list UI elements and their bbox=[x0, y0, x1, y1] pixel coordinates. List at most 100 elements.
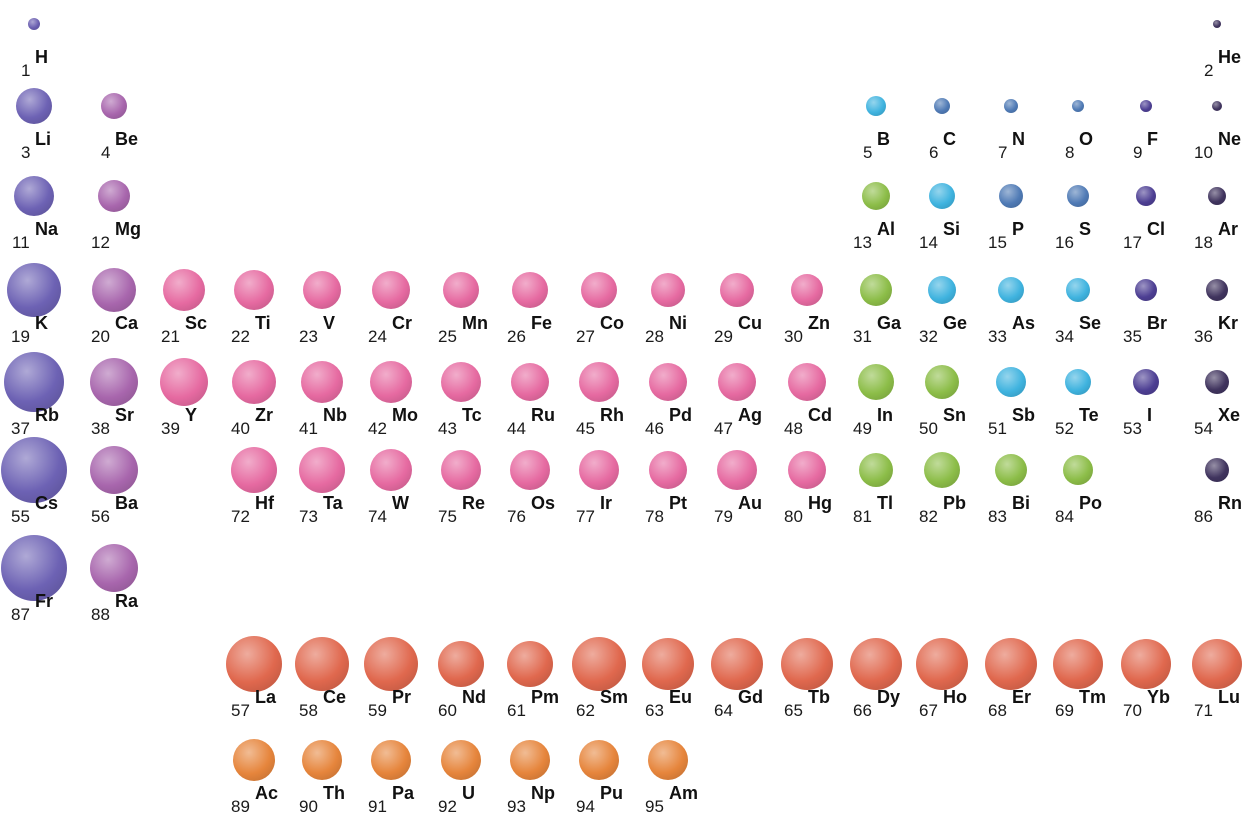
atomic-number: 81 bbox=[853, 507, 872, 526]
atom-sphere bbox=[1121, 639, 1171, 689]
atom-sphere bbox=[441, 362, 481, 402]
atom-sphere bbox=[370, 449, 412, 491]
element-symbol: K bbox=[35, 313, 48, 333]
atomic-number: 38 bbox=[91, 419, 110, 438]
element-symbol: F bbox=[1147, 129, 1158, 149]
element-symbol: Ta bbox=[323, 493, 343, 513]
element-symbol: Fr bbox=[35, 591, 53, 611]
element-symbol: Lu bbox=[1218, 687, 1240, 707]
element-symbol: Mg bbox=[115, 219, 141, 239]
element-symbol: Br bbox=[1147, 313, 1168, 333]
atom-sphere bbox=[859, 453, 893, 487]
atom-sphere bbox=[581, 272, 617, 308]
atom-sphere bbox=[985, 638, 1037, 690]
atom-sphere bbox=[1053, 639, 1103, 689]
element-symbol: Rn bbox=[1218, 493, 1242, 513]
atom-sphere bbox=[90, 358, 138, 406]
atom-sphere bbox=[924, 452, 960, 488]
element-symbol: Ti bbox=[255, 313, 271, 333]
atomic-number: 45 bbox=[576, 419, 595, 438]
element-symbol: Th bbox=[323, 783, 345, 803]
atomic-number: 28 bbox=[645, 327, 664, 346]
atomic-number: 73 bbox=[299, 507, 318, 526]
element-symbol: O bbox=[1079, 129, 1094, 149]
element-symbol: Si bbox=[943, 219, 961, 239]
element-symbol: Ra bbox=[115, 591, 139, 611]
atom-sphere bbox=[101, 93, 127, 119]
atomic-number: 29 bbox=[714, 327, 733, 346]
atomic-number: 59 bbox=[368, 701, 387, 720]
atomic-number: 32 bbox=[919, 327, 938, 346]
element-symbol: Be bbox=[115, 129, 139, 149]
element-symbol: Al bbox=[877, 219, 895, 239]
atomic-number: 66 bbox=[853, 701, 872, 720]
atom-sphere bbox=[1063, 455, 1093, 485]
atom-sphere bbox=[295, 637, 349, 691]
atom-sphere bbox=[441, 740, 481, 780]
atom-sphere bbox=[1066, 278, 1090, 302]
atom-sphere bbox=[1004, 99, 1018, 113]
atomic-number: 64 bbox=[714, 701, 733, 720]
atomic-number: 57 bbox=[231, 701, 250, 720]
element-symbol: Pu bbox=[600, 783, 624, 803]
element-symbol: Ba bbox=[115, 493, 139, 513]
element-symbol: I bbox=[1147, 405, 1153, 425]
atomic-number: 4 bbox=[101, 143, 111, 162]
atom-sphere bbox=[572, 637, 626, 691]
element-symbol: Co bbox=[600, 313, 624, 333]
atom-sphere bbox=[301, 361, 343, 403]
atomic-number: 13 bbox=[853, 233, 872, 252]
atom-sphere bbox=[717, 450, 757, 490]
element-symbol: Ca bbox=[115, 313, 139, 333]
atom-sphere bbox=[642, 638, 694, 690]
atom-sphere bbox=[364, 637, 418, 691]
element-symbol: Pa bbox=[392, 783, 415, 803]
element-symbol: V bbox=[323, 313, 336, 333]
atom-sphere bbox=[438, 641, 484, 687]
element-symbol: Te bbox=[1079, 405, 1099, 425]
element-symbol: La bbox=[255, 687, 277, 707]
atom-sphere bbox=[858, 364, 894, 400]
atom-sphere bbox=[299, 447, 345, 493]
atom-sphere bbox=[850, 638, 902, 690]
atom-sphere bbox=[866, 96, 886, 116]
element-symbol: Re bbox=[462, 493, 486, 513]
atom-sphere bbox=[90, 544, 138, 592]
element-symbol: Os bbox=[531, 493, 556, 513]
atom-sphere bbox=[916, 638, 968, 690]
atomic-number: 15 bbox=[988, 233, 1007, 252]
element-symbol: Gd bbox=[738, 687, 763, 707]
element-symbol: Pd bbox=[669, 405, 693, 425]
element-symbol: W bbox=[392, 493, 409, 513]
atom-sphere bbox=[862, 182, 890, 210]
atom-sphere bbox=[1, 437, 67, 503]
atomic-number: 74 bbox=[368, 507, 387, 526]
atom-sphere bbox=[372, 271, 410, 309]
atomic-number: 70 bbox=[1123, 701, 1142, 720]
atom-sphere bbox=[1133, 369, 1159, 395]
element-symbol: Yb bbox=[1147, 687, 1171, 707]
element-symbol: Zr bbox=[255, 405, 273, 425]
atomic-number: 50 bbox=[919, 419, 938, 438]
atom-sphere bbox=[579, 740, 619, 780]
atomic-number: 79 bbox=[714, 507, 733, 526]
atomic-number: 6 bbox=[929, 143, 939, 162]
element-symbol: Tb bbox=[808, 687, 830, 707]
element-symbol: Dy bbox=[877, 687, 901, 707]
element-symbol: Zn bbox=[808, 313, 830, 333]
element-symbol: Ho bbox=[943, 687, 967, 707]
atom-sphere bbox=[788, 363, 826, 401]
atomic-number: 31 bbox=[853, 327, 872, 346]
atomic-number: 68 bbox=[988, 701, 1007, 720]
element-symbol: Ce bbox=[323, 687, 347, 707]
element-symbol: Mn bbox=[462, 313, 488, 333]
element-symbol: Hf bbox=[255, 493, 274, 513]
atomic-number: 12 bbox=[91, 233, 110, 252]
atom-sphere bbox=[649, 451, 687, 489]
element-symbol: S bbox=[1079, 219, 1092, 239]
element-symbol: B bbox=[877, 129, 890, 149]
atom-sphere bbox=[1213, 20, 1221, 28]
atom-sphere bbox=[234, 270, 274, 310]
atom-sphere bbox=[996, 367, 1026, 397]
atomic-number: 51 bbox=[988, 419, 1007, 438]
